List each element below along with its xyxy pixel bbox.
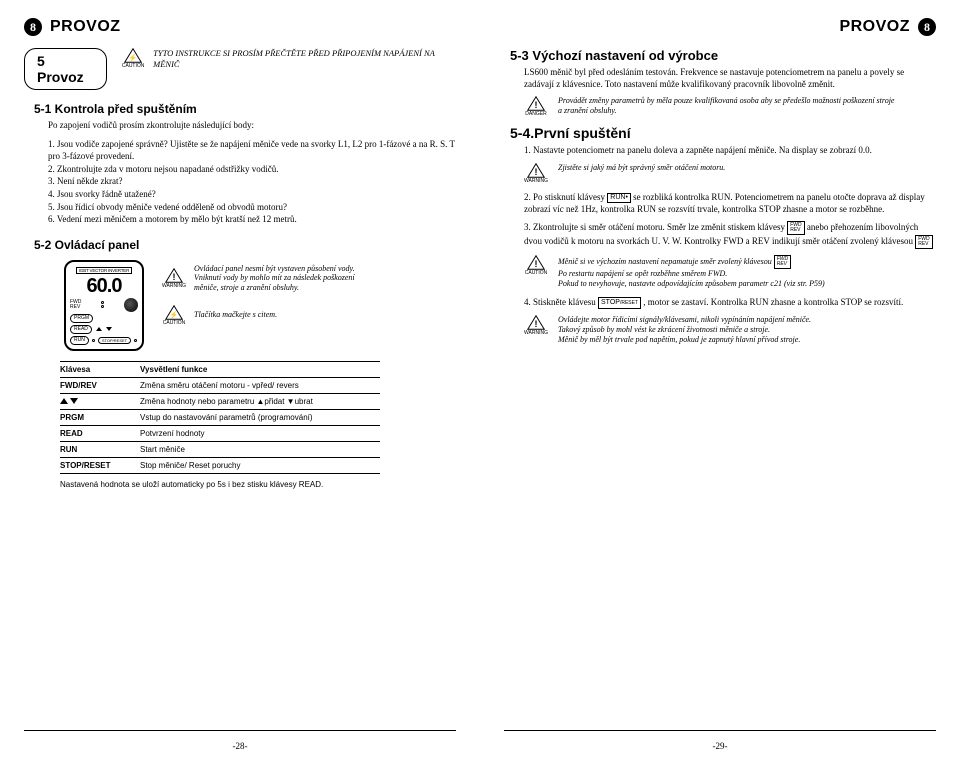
list-item: 4. Jsou svorky řádně utažené? [48, 188, 456, 201]
chapter-number-icon: 8 [24, 18, 42, 36]
warning-icon: ! WARNING [524, 315, 548, 336]
section-5-box: 5 Provoz [24, 48, 107, 90]
caution-label: CAUTION [122, 63, 145, 69]
caution-top-text: TYTO INSTRUKCE SI PROSÍM PŘEČTĚTE PŘED P… [153, 48, 456, 68]
run-button: RUN [70, 336, 89, 345]
danger-label: DANGER [525, 111, 546, 117]
fwd-rev-key: FWDREV [774, 255, 791, 269]
caution-icon: ! CAUTION [524, 255, 548, 276]
right-page: PROVOZ 8 5-3 Výchozí nastavení od výrobc… [480, 0, 960, 757]
table-row [60, 397, 140, 406]
warning-icon: ! WARNING [524, 163, 548, 184]
caution-direction-text: Měnič si ve výchozím nastavení nepamatuj… [558, 255, 825, 289]
heading-5-2: 5-2 Ovládací panel [34, 238, 456, 252]
panel-top-label: IGBT VECTOR INVERTER [76, 267, 132, 274]
read-button: READ [70, 325, 92, 334]
final-warning-text: Ovládejte motor řídicími signály/klávesa… [558, 315, 811, 345]
step-3: 3. Zkontrolujte si směr otáčení motoru. … [524, 221, 936, 249]
table-row: Stop měniče/ Reset poruchy [140, 461, 380, 470]
svg-text:⚡: ⚡ [129, 53, 137, 62]
page-number-right: -29- [480, 741, 960, 751]
table-row: Start měniče [140, 445, 380, 454]
step-2: 2. Po stisknutí klávesy RUN• se rozbliká… [524, 192, 936, 215]
page-number-left: -28- [0, 741, 480, 751]
caution-label: CAUTION [525, 270, 548, 276]
step-4: 4. Stiskněte klávesu STOP/RESET , motor … [524, 297, 936, 309]
svg-text:!: ! [535, 319, 538, 329]
svg-text:!: ! [535, 167, 538, 177]
caution-icon: ⚡ CAUTION [162, 305, 186, 326]
list-item: 1. Jsou vodiče zapojené správně? Ujistět… [48, 138, 456, 163]
table-row: Potvrzení hodnoty [140, 429, 380, 438]
check-list: 1. Jsou vodiče zapojené správně? Ujistět… [48, 138, 456, 226]
heading-5-3: 5-3 Výchozí nastavení od výrobce [510, 48, 936, 63]
table-header-func: Vysvětlení funkce [140, 365, 380, 374]
rev-label: REV [70, 305, 81, 310]
chapter-title: PROVOZ [839, 18, 910, 36]
table-row: Změna směru otáčení motoru - vpřed/ reve… [140, 381, 380, 390]
heading-5-4: 5-4.První spuštění [510, 125, 936, 141]
caution-icon: ⚡ CAUTION [121, 48, 145, 69]
list-item: 6. Vedení mezi měničem a motorem by mělo… [48, 213, 456, 226]
list-item: 2. Zkontrolujte zda v motoru nejsou napa… [48, 163, 456, 176]
panel-caution-text: Tlačítka mačkejte s citem. [194, 310, 277, 320]
body-5-3: LS600 měnič byl před odesláním testován.… [524, 67, 936, 90]
up-arrow-icon [96, 327, 102, 331]
panel-warning-text: Ovládací panel nesmí být vystaven působe… [194, 264, 374, 293]
svg-text:!: ! [535, 259, 538, 269]
intro-5-1: Po zapojení vodičů prosím zkontrolujte n… [48, 120, 456, 132]
danger-icon: ! DANGER [524, 96, 548, 117]
table-row: READ [60, 429, 140, 438]
list-item: 5. Jsou řídicí obvody měniče vedené oddě… [48, 201, 456, 214]
panel-display: 60.0 [87, 276, 122, 296]
run-key: RUN• [607, 193, 631, 203]
fwd-rev-key: FWDREV [915, 235, 932, 249]
table-row: PRGM [60, 413, 140, 422]
table-row: RUN [60, 445, 140, 454]
table-row: STOP/RESET [60, 461, 140, 470]
warning-icon: ! WARNING [162, 268, 186, 289]
stop-reset-button: STOP/RESET [98, 337, 131, 345]
potentiometer-icon [124, 298, 138, 312]
table-row: FWD/REV [60, 381, 140, 390]
svg-text:⚡: ⚡ [170, 310, 178, 319]
list-item: 3. Není někde zkrat? [48, 175, 456, 188]
left-header: 8 PROVOZ [24, 18, 456, 36]
svg-text:!: ! [535, 100, 538, 110]
caution-label: CAUTION [163, 320, 186, 326]
prgm-button: PRGM [70, 314, 93, 323]
left-page: 8 PROVOZ 5 Provoz ⚡ CAUTION TYTO INSTRUK… [0, 0, 480, 757]
warn-direction-text: Zjistěte si jaký má být správný směr otá… [558, 163, 725, 173]
table-header-key: Klávesa [60, 365, 140, 374]
right-header: PROVOZ 8 [504, 18, 936, 36]
table-row: Změna hodnoty nebo parametru ▲přidat ▼ub… [140, 397, 380, 406]
stop-reset-key: STOP/RESET [598, 297, 641, 309]
danger-text: Provádět změny parametrů by měla pouze k… [558, 96, 898, 116]
chapter-number-icon: 8 [918, 18, 936, 36]
fwd-rev-key: FWDREV [787, 221, 804, 235]
warning-label: WARNING [524, 178, 548, 184]
key-table: Klávesa Vysvětlení funkce FWD/REVZměna s… [60, 361, 380, 474]
warning-label: WARNING [524, 330, 548, 336]
svg-text:!: ! [173, 272, 176, 282]
warning-label: WARNING [162, 283, 186, 289]
table-row: Vstup do nastavování parametrů (programo… [140, 413, 380, 422]
step-1: 1. Nastavte potenciometr na panelu dolev… [524, 145, 936, 157]
down-arrow-icon [106, 327, 112, 331]
table-footnote: Nastavená hodnota se uloží automaticky p… [60, 480, 456, 489]
control-panel-illustration: IGBT VECTOR INVERTER 60.0 FWDREV PRGM RE… [64, 260, 144, 351]
heading-5-1: 5-1 Kontrola před spuštěním [34, 102, 456, 116]
chapter-title: PROVOZ [50, 18, 121, 36]
